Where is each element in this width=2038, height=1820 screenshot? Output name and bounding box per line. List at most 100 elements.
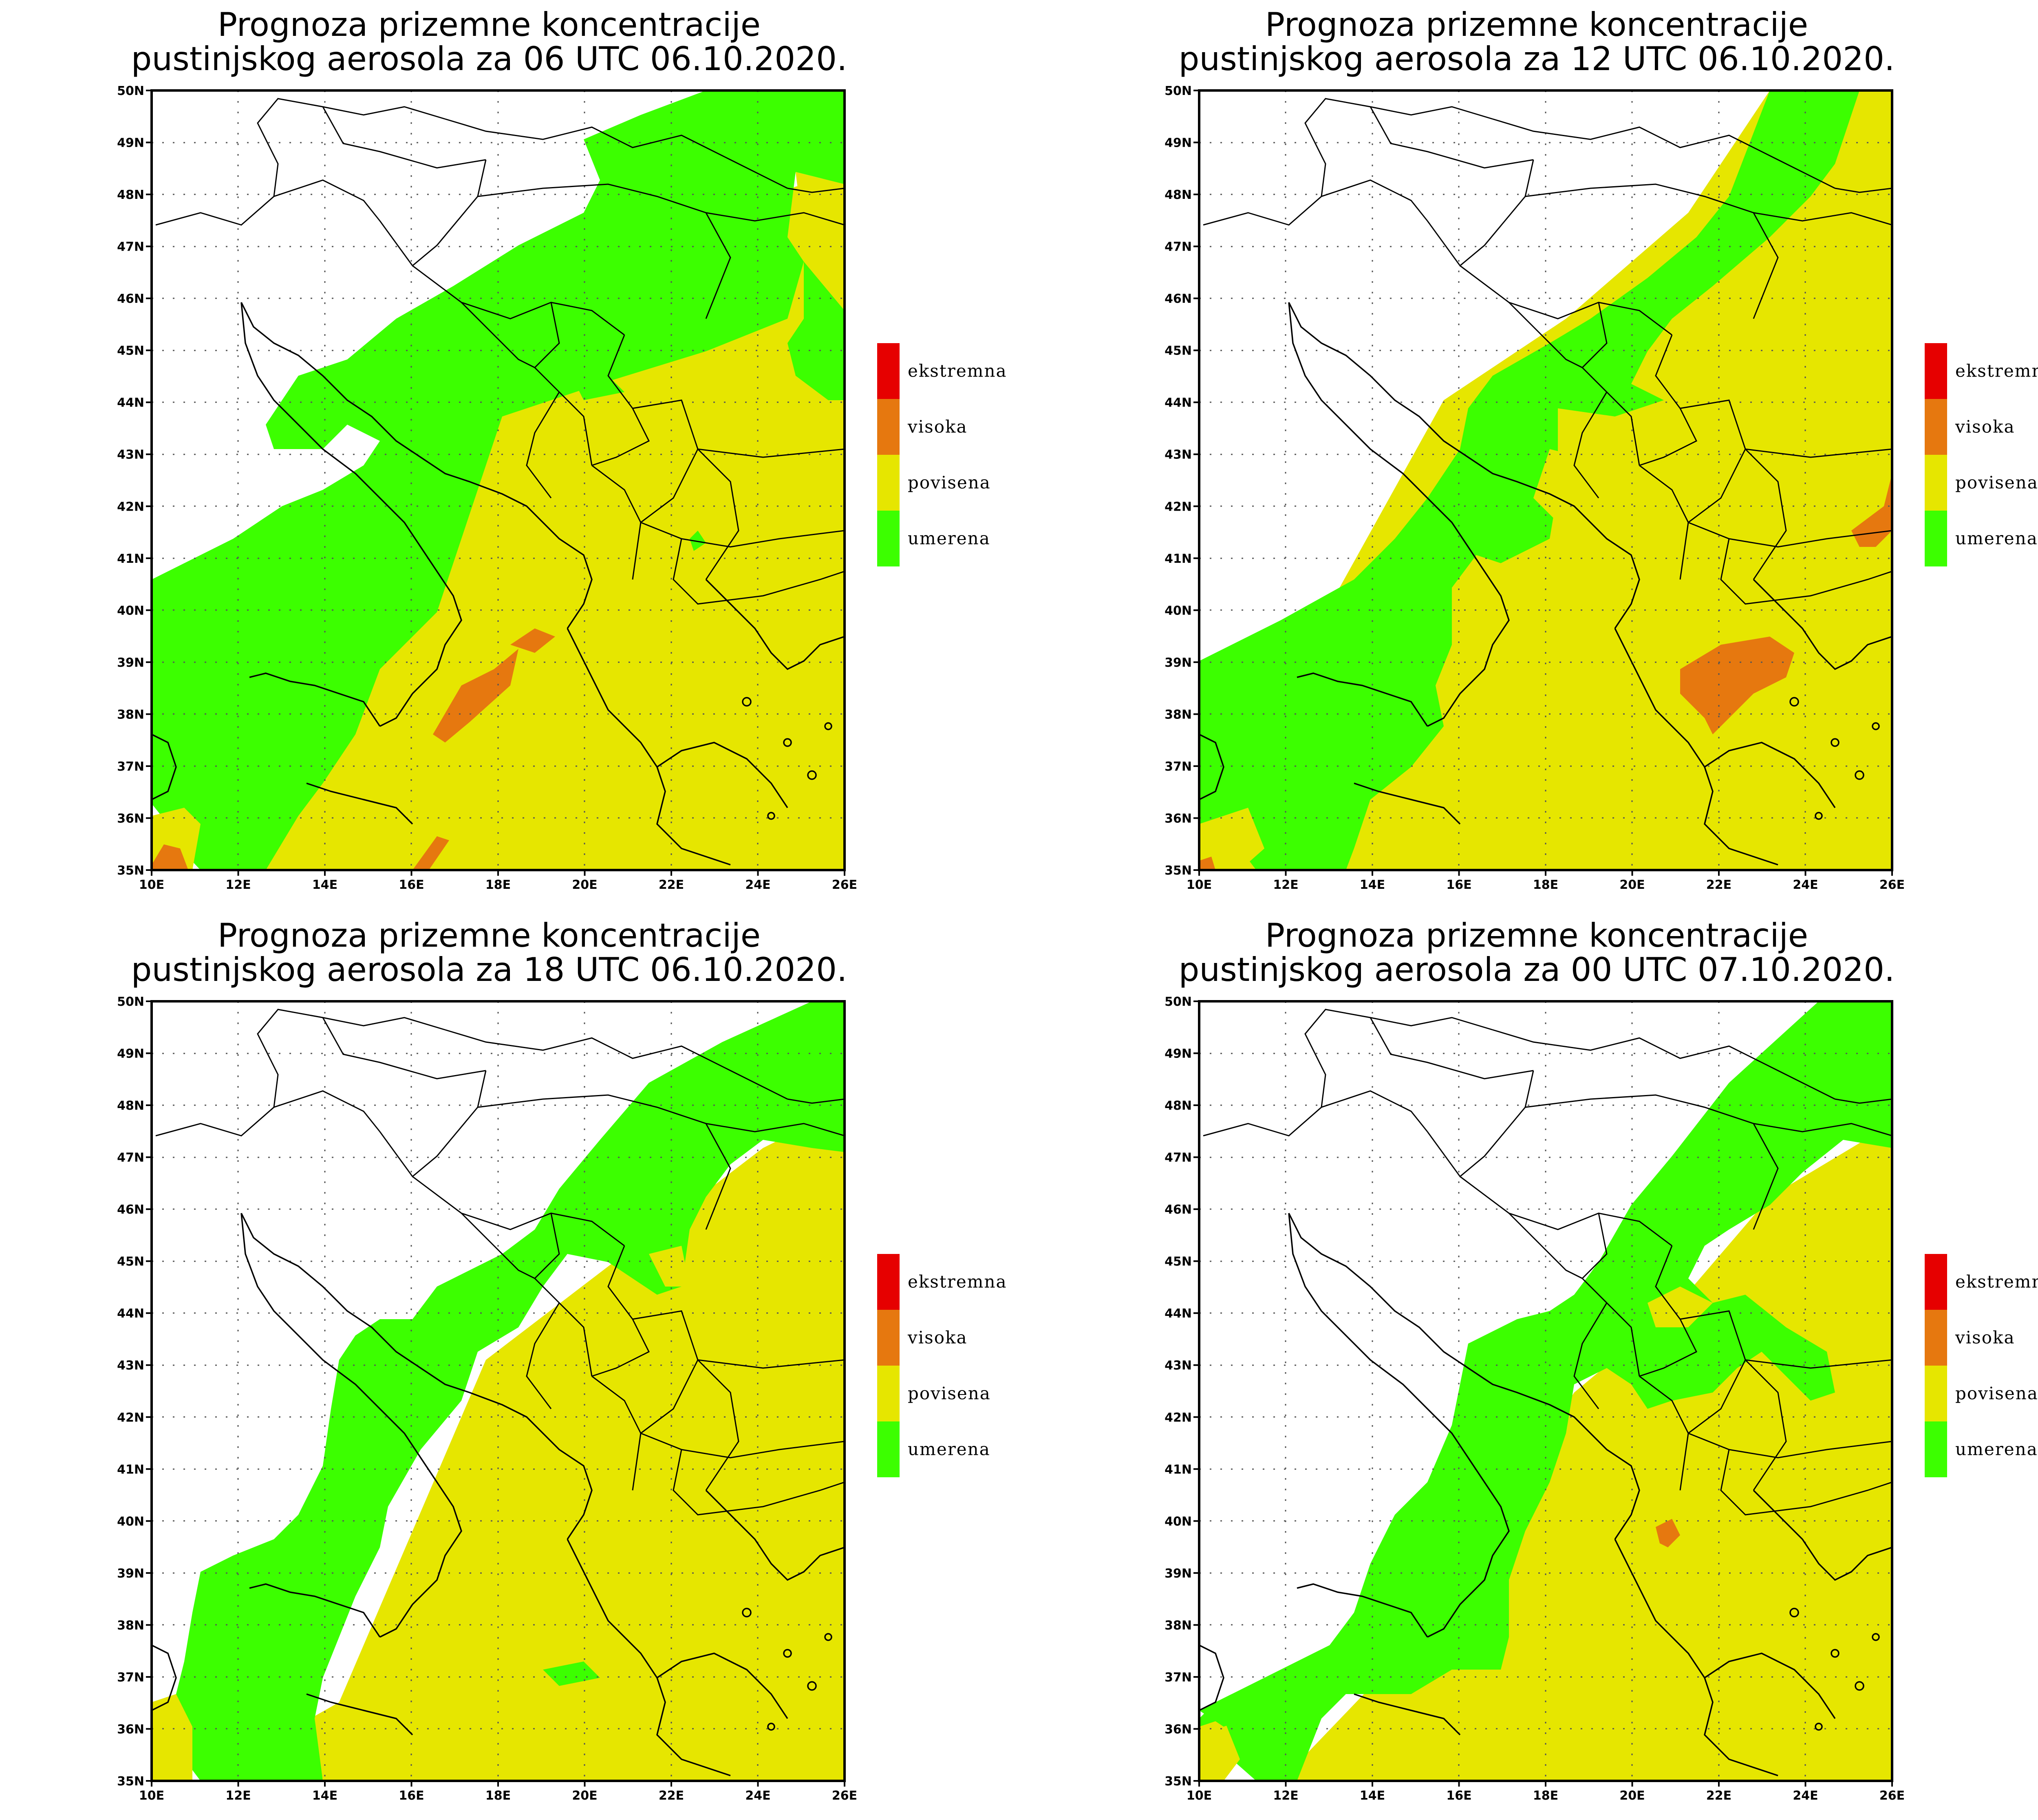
panel-4-lat-tick-label: 35N bbox=[1165, 1774, 1192, 1789]
panel-4-lon-tick-label: 22E bbox=[1706, 1789, 1731, 1803]
panel-3-lat-tick-label: 48N bbox=[117, 1099, 144, 1113]
panel-2-lon-tick-label: 22E bbox=[1706, 878, 1731, 892]
panel-1-legend-label-povisena: povisena bbox=[908, 473, 991, 493]
panel-2-lat-tick-label: 40N bbox=[1165, 604, 1192, 618]
panel-2-lat-tick-label: 38N bbox=[1165, 707, 1192, 722]
panel-4-lat-tick-label: 43N bbox=[1165, 1359, 1192, 1373]
panel-1-legend-swatch-visoka bbox=[877, 399, 900, 455]
panel-4-umerena-area bbox=[1199, 1001, 1892, 1781]
panel-2-lat-tick-label: 45N bbox=[1165, 344, 1192, 358]
panel-1-legend-label-umerena: umerena bbox=[908, 529, 990, 549]
panel-3-lat-tick-label: 50N bbox=[117, 995, 144, 1009]
panel-3-legend-swatch-visoka bbox=[877, 1310, 900, 1366]
panel-3-title-line2: pustinjskog aerosola za 18 UTC 06.10.202… bbox=[131, 951, 847, 989]
panel-4-visoka-patch bbox=[1656, 1519, 1680, 1547]
panel-4-lat-tick-label: 46N bbox=[1165, 1203, 1192, 1217]
panel-2-lat-tick-label: 50N bbox=[1165, 84, 1192, 98]
panel-1-visoka-patch bbox=[433, 649, 518, 743]
panel-3-lat-tick-label: 41N bbox=[117, 1463, 144, 1477]
panel-4-legend-label-povisena: povisena bbox=[1955, 1384, 2038, 1404]
panel-3-lat-tick-label: 36N bbox=[117, 1722, 144, 1736]
panel-1-lat-tick-label: 43N bbox=[117, 448, 144, 462]
panel-3-umerena-area bbox=[152, 1001, 845, 1781]
panel-1-lat-tick-label: 37N bbox=[117, 760, 144, 774]
panel-2-legend-label-povisena: povisena bbox=[1955, 473, 2038, 493]
panel-1-umerena-area bbox=[152, 90, 845, 870]
panel-4-map bbox=[1198, 1000, 1893, 1782]
panel-1-lat-tick-label: 40N bbox=[117, 604, 144, 618]
panel-4-lat-tick-label: 42N bbox=[1165, 1410, 1192, 1425]
panel-2-lat-tick-label: 46N bbox=[1165, 292, 1192, 306]
panel-2-lon-tick-label: 24E bbox=[1793, 878, 1818, 892]
panel-4-lat-tick-label: 49N bbox=[1165, 1047, 1192, 1061]
panel-4-lat-tick-label: 44N bbox=[1165, 1307, 1192, 1321]
panel-1-lon-tick-label: 26E bbox=[832, 878, 857, 892]
panel-3-lon-tick-label: 10E bbox=[139, 1789, 164, 1803]
panel-1-lat-tick-label: 38N bbox=[117, 707, 144, 722]
panel-4-lon-tick-label: 16E bbox=[1446, 1789, 1471, 1803]
panel-1-legend-label-ekstremna: ekstremna bbox=[908, 361, 1007, 381]
panel-2-legend-swatch-povisena bbox=[1925, 455, 1947, 511]
panel-2-lat-tick-label: 41N bbox=[1165, 552, 1192, 566]
panel-2: Prognoza prizemne koncentracije pustinjs… bbox=[1179, 6, 1895, 871]
panel-3-lat-tick-label: 40N bbox=[117, 1514, 144, 1529]
panel-2-lon-tick-label: 10E bbox=[1187, 878, 1212, 892]
panel-4-title-line1: Prognoza prizemne koncentracije bbox=[1265, 917, 1808, 954]
panel-3-legend-label-povisena: povisena bbox=[908, 1384, 991, 1404]
panel-4-legend-swatch-povisena bbox=[1925, 1366, 1947, 1421]
panel-3-lat-tick-label: 46N bbox=[117, 1203, 144, 1217]
panel-1-lon-tick-label: 24E bbox=[745, 878, 770, 892]
panel-4-lat-tick-label: 37N bbox=[1165, 1670, 1192, 1685]
panel-2-legend-swatch-ekstremna bbox=[1925, 343, 1947, 399]
panel-2-lon-tick-label: 20E bbox=[1619, 878, 1645, 892]
panel-4-lon-tick-label: 20E bbox=[1619, 1789, 1645, 1803]
panel-1-lon-tick-label: 16E bbox=[399, 878, 424, 892]
panel-2-lon-tick-label: 18E bbox=[1533, 878, 1558, 892]
legends-layer: ekstremna visoka povisena umerena ekstremna v… bbox=[877, 343, 2038, 1477]
panel-1: Prognoza prizemne koncentracije pustinjs… bbox=[131, 6, 847, 871]
panel-1-legend-label-visoka: visoka bbox=[907, 417, 968, 437]
panel-3-lon-tick-label: 22E bbox=[659, 1789, 684, 1803]
panel-1-lat-tick-label: 44N bbox=[117, 396, 144, 410]
panel-1-lon-tick-label: 12E bbox=[225, 878, 251, 892]
panel-1-legend-swatch-povisena bbox=[877, 455, 900, 511]
panel-4-lat-tick-label: 47N bbox=[1165, 1151, 1192, 1165]
panel-4: Prognoza prizemne koncentracije pustinjs… bbox=[1179, 917, 1895, 1782]
panel-2-lat-tick-label: 49N bbox=[1165, 136, 1192, 150]
panel-4-legend-label-umerena: umerena bbox=[1955, 1439, 2038, 1459]
panel-4-lat-tick-label: 39N bbox=[1165, 1567, 1192, 1581]
panel-4-lat-tick-label: 41N bbox=[1165, 1463, 1192, 1477]
panel-2-lon-tick-label: 14E bbox=[1360, 878, 1385, 892]
panel-4-legend-swatch-ekstremna bbox=[1925, 1254, 1947, 1310]
panel-2-lat-tick-label: 36N bbox=[1165, 811, 1192, 826]
panel-3-lon-tick-label: 18E bbox=[485, 1789, 511, 1803]
panel-2-lon-tick-label: 12E bbox=[1273, 878, 1298, 892]
panel-1-legend-swatch-umerena bbox=[877, 511, 900, 566]
panel-2-lat-tick-label: 47N bbox=[1165, 240, 1192, 254]
panel-1-legend-swatch-ekstremna bbox=[877, 343, 900, 399]
panel-2-lon-tick-label: 16E bbox=[1446, 878, 1471, 892]
panel-2-legend-label-visoka: visoka bbox=[1955, 417, 2015, 437]
panel-2-lon-tick-label: 26E bbox=[1879, 878, 1905, 892]
panel-3-lat-tick-label: 37N bbox=[117, 1670, 144, 1685]
panel-3-lat-tick-label: 44N bbox=[117, 1307, 144, 1321]
panel-3-legend-swatch-umerena bbox=[877, 1421, 900, 1477]
panel-1-lon-tick-label: 10E bbox=[139, 878, 164, 892]
panel-3-legend-label-umerena: umerena bbox=[908, 1439, 990, 1459]
panel-2-lat-tick-label: 43N bbox=[1165, 448, 1192, 462]
panel-3-lon-tick-label: 24E bbox=[745, 1789, 770, 1803]
panel-3-lon-tick-label: 14E bbox=[312, 1789, 337, 1803]
panel-1-lat-tick-label: 48N bbox=[117, 188, 144, 202]
panel-2-umerena-area bbox=[1199, 90, 1859, 870]
panel-2-lat-tick-label: 44N bbox=[1165, 396, 1192, 410]
panel-4-legend-label-ekstremna: ekstremna bbox=[1955, 1272, 2038, 1292]
panel-2-legend-label-umerena: umerena bbox=[1955, 529, 2038, 549]
panel-1-lat-tick-label: 39N bbox=[117, 656, 144, 670]
panel-3-lat-tick-label: 35N bbox=[117, 1774, 144, 1789]
panel-3-lon-tick-label: 12E bbox=[225, 1789, 251, 1803]
panel-4-title-line2: pustinjskog aerosola za 00 UTC 07.10.202… bbox=[1179, 951, 1895, 989]
panel-2-legend-label-ekstremna: ekstremna bbox=[1955, 361, 2038, 381]
panel-1-lat-tick-label: 41N bbox=[117, 552, 144, 566]
panel-4-lat-tick-label: 50N bbox=[1165, 995, 1192, 1009]
